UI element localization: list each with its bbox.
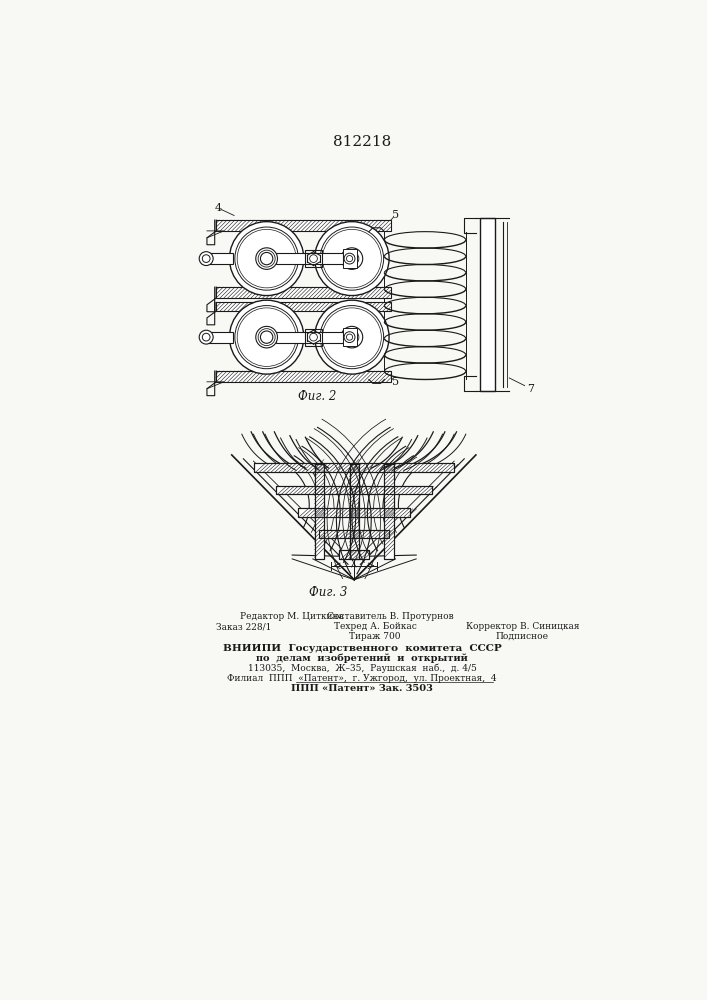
Text: Заказ 228/1: Заказ 228/1 [216, 622, 271, 631]
Circle shape [260, 331, 273, 343]
Bar [298, 508, 411, 517]
Bar [216, 302, 391, 311]
Bar [480, 218, 495, 391]
Text: Тираж 700: Тираж 700 [349, 632, 401, 641]
Text: Фиг. 3: Фиг. 3 [310, 586, 348, 599]
Text: 113035,  Москва,  Ж–35,  Раушская  наб.,  д. 4/5: 113035, Москва, Ж–35, Раушская наб., д. … [247, 663, 477, 673]
Bar [319, 530, 390, 538]
Bar [206, 253, 233, 264]
Text: Корректор В. Синицкая: Корректор В. Синицкая [466, 622, 579, 631]
Bar [276, 332, 343, 343]
Bar [298, 508, 411, 517]
Circle shape [256, 248, 277, 269]
Bar [216, 287, 391, 298]
Bar [276, 253, 343, 264]
Text: Подписное: Подписное [496, 632, 549, 641]
Bar [343, 249, 356, 268]
Text: ППП «Патент» Зак. 3503: ППП «Патент» Зак. 3503 [291, 684, 433, 693]
Circle shape [315, 222, 389, 296]
Bar [255, 463, 454, 472]
Text: ВНИИПИ  Государственного  комитета  СССР: ВНИИПИ Государственного комитета СССР [223, 644, 501, 653]
Text: Техред А. Бойкас: Техред А. Бойкас [334, 622, 416, 631]
Text: по  делам  изобретений  и  открытий: по делам изобретений и открытий [256, 653, 468, 663]
Bar [315, 464, 324, 559]
Text: 812218: 812218 [333, 135, 391, 149]
Text: p: p [351, 551, 357, 561]
Bar [349, 464, 359, 559]
Text: Редактор М. Циткина: Редактор М. Циткина [240, 612, 344, 621]
Bar [276, 486, 432, 494]
Circle shape [260, 252, 273, 265]
Bar [216, 371, 391, 382]
Bar [305, 329, 322, 346]
Circle shape [230, 222, 304, 296]
Ellipse shape [199, 252, 213, 266]
Bar [385, 464, 394, 559]
Bar [339, 550, 369, 559]
Text: Составитель В. Протурнов: Составитель В. Протурнов [327, 612, 454, 621]
Bar [319, 530, 390, 538]
Text: 7: 7 [527, 384, 534, 394]
Bar [315, 464, 324, 559]
Bar [343, 328, 356, 346]
Circle shape [341, 248, 363, 269]
Bar [216, 220, 391, 231]
Circle shape [344, 253, 355, 264]
Text: 4: 4 [214, 203, 221, 213]
Circle shape [315, 300, 389, 374]
Bar [276, 486, 432, 494]
Bar [349, 464, 359, 559]
Bar [255, 463, 454, 472]
Ellipse shape [199, 330, 213, 344]
Text: Фиг. 2: Фиг. 2 [298, 390, 337, 403]
Text: 5: 5 [392, 377, 399, 387]
Text: Филиал  ППП  «Патент»,  г. Ужгород,  ул. Проектная,  4: Филиал ППП «Патент», г. Ужгород, ул. Про… [227, 674, 497, 683]
Circle shape [230, 300, 304, 374]
Circle shape [344, 332, 355, 343]
Bar [305, 250, 322, 267]
Bar [339, 550, 369, 559]
Text: 5: 5 [392, 210, 399, 220]
Circle shape [341, 326, 363, 348]
Bar [385, 464, 394, 559]
Bar [206, 332, 233, 343]
Circle shape [256, 326, 277, 348]
